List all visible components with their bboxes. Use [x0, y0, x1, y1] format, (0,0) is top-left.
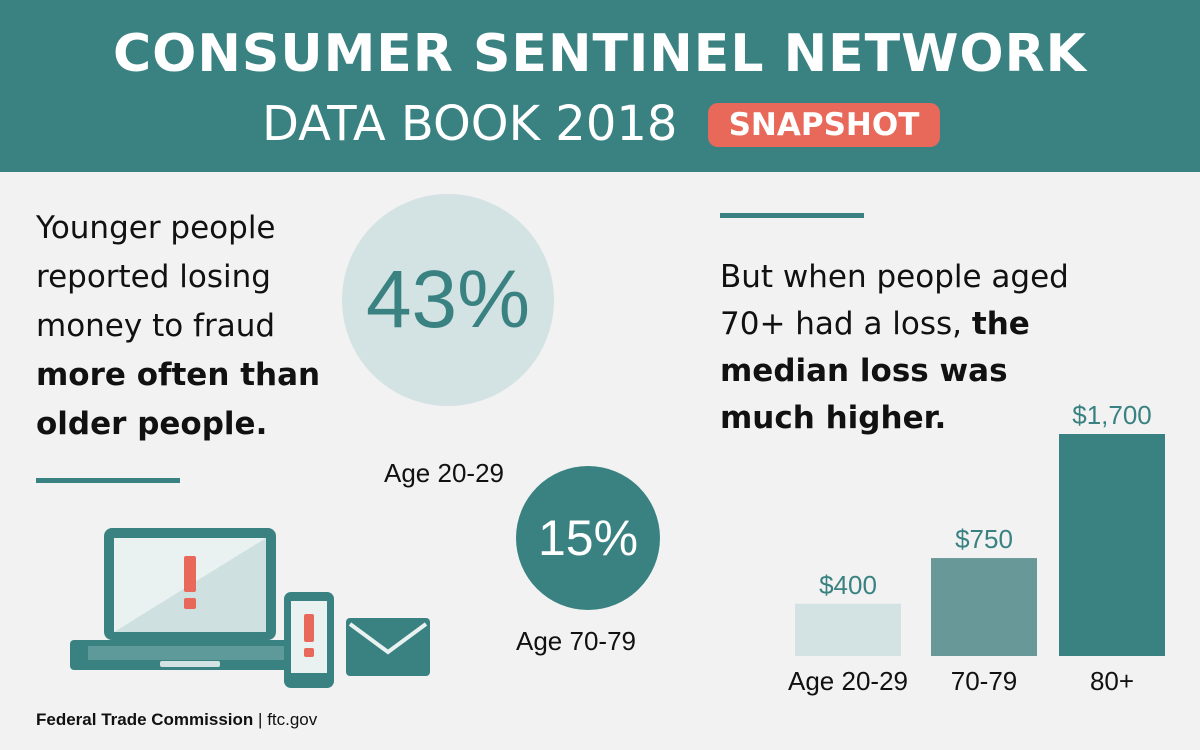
bar-value-label-1: $750: [955, 524, 1013, 554]
title-line-1: CONSUMER SENTINEL NETWORK: [113, 24, 1087, 84]
left-statement-bold: more often than older people.: [36, 357, 321, 442]
right-statement-bold: the median loss was much higher.: [720, 306, 1030, 436]
footer-separator: |: [258, 710, 263, 729]
bar-0: [795, 603, 901, 656]
title-line-2: DATA BOOK 2018: [262, 96, 678, 152]
bubble-value-20-29: 43%: [365, 254, 531, 345]
left-divider: [36, 478, 180, 483]
right-statement-normal: But when people aged 70+ had a loss,: [720, 259, 1069, 342]
bar-value-label-2: $1,700: [1072, 400, 1152, 430]
left-statement-normal: Younger people reported losing money to …: [36, 210, 276, 344]
header-banner: CONSUMER SENTINEL NETWORK DATA BOOK 2018…: [0, 0, 1200, 172]
bar-value-label-0: $400: [819, 570, 877, 600]
bar-1: [931, 558, 1037, 656]
bubble-age-70-79: 15%: [516, 466, 660, 610]
left-statement: Younger people reported losing money to …: [36, 204, 346, 449]
bubble-label-70-79: Age 70-79: [516, 626, 636, 656]
snapshot-badge: SNAPSHOT: [708, 103, 940, 147]
right-divider: [720, 213, 864, 218]
footer-org: Federal Trade Commission: [36, 710, 254, 729]
footer: Federal Trade Commission | ftc.gov: [36, 710, 317, 730]
bubble-label-20-29: Age 20-29: [384, 458, 504, 488]
right-statement: But when people aged 70+ had a loss, the…: [720, 254, 1100, 442]
bubble-value-70-79: 15%: [537, 510, 639, 566]
bar-2: [1059, 434, 1165, 656]
footer-site: ftc.gov: [267, 710, 318, 729]
bar-category-label-1: 70-79: [951, 666, 1018, 696]
bar-category-label-2: 80+: [1090, 666, 1134, 696]
bubble-age-20-29: 43%: [342, 194, 554, 406]
bar-category-label-0: Age 20-29: [788, 666, 908, 696]
